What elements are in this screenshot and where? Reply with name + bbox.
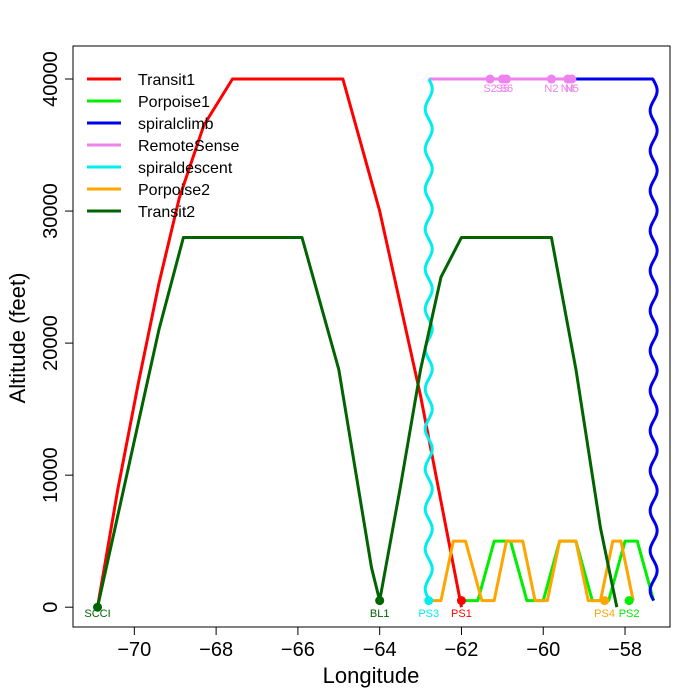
- y-tick-label: 30000: [40, 183, 62, 239]
- series-transit1: [96, 77, 463, 608]
- axes: −70 −68 −66 −64 −62 −60 −58 0 10000 20000 30000 400…: [40, 45, 671, 661]
- y-tick-label: 20000: [40, 315, 62, 371]
- legend-label-spiralclimb: spiralclimb: [138, 116, 214, 133]
- marker-ps1: [456, 596, 466, 606]
- top-marker-label-n5: N5: [565, 83, 579, 95]
- x-axis-label: Longitude: [323, 663, 420, 688]
- legend-label-porpoise1: Porpoise1: [138, 94, 210, 111]
- marker-ps4: [600, 596, 610, 606]
- plot-frame: [72, 45, 671, 628]
- series-porpoise2: [428, 539, 635, 603]
- top-marker-s6: [501, 74, 511, 84]
- marker-label-scci: SCCI: [84, 608, 110, 620]
- top-marker-n5: [567, 74, 577, 84]
- top-marker-label-s2: S2: [483, 83, 496, 95]
- y-axis-label: Altitude (feet): [5, 273, 30, 404]
- marker-label-ps3: PS3: [418, 608, 439, 620]
- marker-bl1: [375, 596, 385, 606]
- series-spiralclimb: [648, 78, 659, 602]
- plot-lines: [96, 77, 659, 608]
- marker-ps3: [424, 596, 434, 606]
- top-marker-label-n4: N4: [561, 83, 575, 95]
- series-transit2: [96, 235, 619, 608]
- marker-scci: [93, 602, 103, 612]
- top-marker-n2: [546, 74, 556, 84]
- marker-label-ps2: PS2: [619, 608, 640, 620]
- x-tick-label: −66: [281, 639, 315, 661]
- legend-label-spiraldescent: spiraldescent: [138, 160, 233, 177]
- x-tick-label: −68: [199, 639, 233, 661]
- marker-ps2: [624, 596, 634, 606]
- marker-label-ps1: PS1: [451, 608, 472, 620]
- x-tick-label: −70: [117, 639, 151, 661]
- top-marker-label-s5: S5: [496, 83, 509, 95]
- marker-label-ps4: PS4: [594, 608, 615, 620]
- x-tick-label: −62: [444, 639, 478, 661]
- top-marker-label-s6: S6: [500, 83, 513, 95]
- marker-label-bl1: BL1: [370, 608, 390, 620]
- y-tick-label: 40000: [40, 51, 62, 107]
- legend-label-remotesense: RemoteSense: [138, 138, 239, 155]
- x-tick-label: −60: [526, 639, 560, 661]
- legend-label-transit1: Transit1: [138, 72, 195, 89]
- legend-label-transit2: Transit2: [138, 204, 195, 221]
- y-tick-label: 0: [40, 602, 62, 613]
- top-marker-s2: [485, 74, 495, 84]
- legend-label-porpoise2: Porpoise2: [138, 182, 210, 199]
- x-tick-label: −58: [608, 639, 642, 661]
- x-tick-label: −64: [363, 639, 397, 661]
- top-marker-label-n2: N2: [544, 83, 558, 95]
- y-tick-label: 10000: [40, 447, 62, 503]
- legend: Transit1 Porpoise1 spiralclimb RemoteSense s…: [87, 72, 239, 221]
